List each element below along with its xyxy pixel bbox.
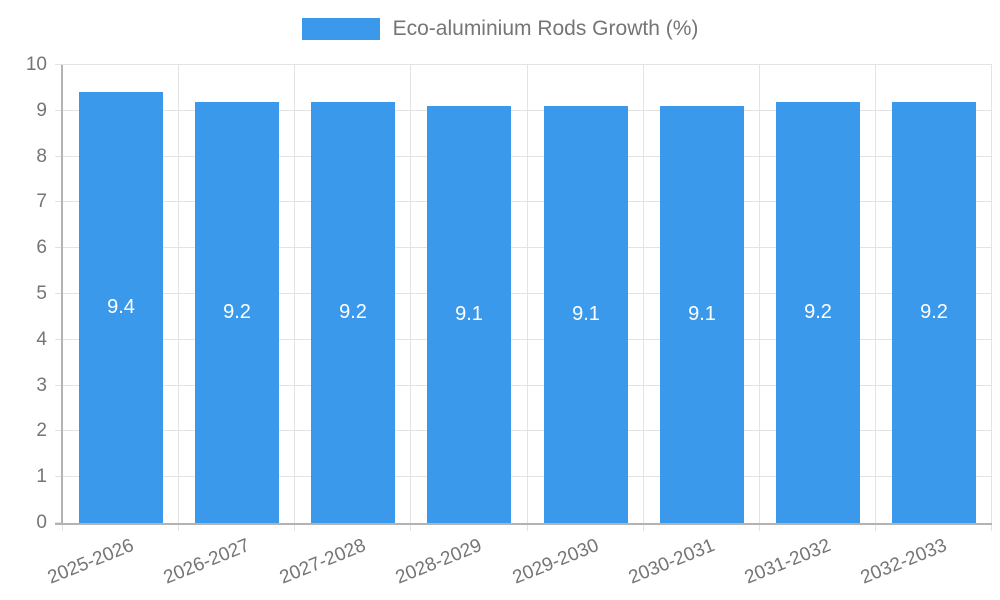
x-axis-label: 2026-2027 <box>160 535 253 589</box>
y-axis-label: 7 <box>36 191 47 212</box>
x-axis-tick <box>875 523 876 531</box>
x-gridline <box>178 65 179 523</box>
y-axis-tick <box>55 385 63 386</box>
x-axis-label: 2031-2032 <box>741 535 834 589</box>
x-axis-tick <box>62 523 63 531</box>
x-gridline <box>294 65 295 523</box>
x-axis-label: 2027-2028 <box>276 535 369 589</box>
bar[interactable]: 9.2 <box>892 102 976 523</box>
y-axis-label: 0 <box>36 512 47 533</box>
x-axis-line <box>55 523 992 525</box>
bar[interactable]: 9.4 <box>79 92 163 523</box>
legend-label: Eco-aluminium Rods Growth (%) <box>392 17 699 40</box>
bar-value-label: 9.1 <box>455 303 483 325</box>
y-axis-label: 8 <box>36 146 47 167</box>
x-gridline <box>410 65 411 523</box>
y-axis-label: 10 <box>25 54 47 75</box>
x-axis-label: 2025-2026 <box>44 535 137 589</box>
y-axis-tick <box>55 247 63 248</box>
x-axis-tick <box>294 523 295 531</box>
y-gridline <box>63 64 992 65</box>
x-axis-label: 2029-2030 <box>509 535 602 589</box>
y-axis-label: 3 <box>36 375 47 396</box>
legend-swatch <box>301 18 380 40</box>
bar-value-label: 9.1 <box>572 303 600 325</box>
y-axis-tick <box>55 522 63 523</box>
y-axis-tick <box>55 201 63 202</box>
bar[interactable]: 9.1 <box>544 106 628 523</box>
x-axis-label: 2032-2033 <box>857 535 950 589</box>
x-axis-tick <box>527 523 528 531</box>
y-axis-label: 6 <box>36 237 47 258</box>
x-axis-tick <box>991 523 992 531</box>
y-axis-tick <box>55 156 63 157</box>
y-axis-tick <box>55 64 63 65</box>
bar[interactable]: 9.2 <box>311 102 395 523</box>
bar[interactable]: 9.1 <box>427 106 511 523</box>
x-axis-tick <box>410 523 411 531</box>
x-axis-label: 2028-2029 <box>392 535 485 589</box>
y-axis-line <box>61 65 63 525</box>
x-gridline <box>875 65 876 523</box>
y-axis-tick <box>55 293 63 294</box>
x-gridline <box>643 65 644 523</box>
bar-value-label: 9.1 <box>688 303 716 325</box>
y-axis-tick <box>55 476 63 477</box>
y-axis-label: 2 <box>36 420 47 441</box>
bar-value-label: 9.2 <box>920 301 948 323</box>
bar-value-label: 9.2 <box>804 301 832 323</box>
x-gridline <box>991 65 992 523</box>
chart-legend-item[interactable]: Eco-aluminium Rods Growth (%) <box>0 18 1000 40</box>
x-gridline <box>527 65 528 523</box>
bar-value-label: 9.4 <box>107 296 135 318</box>
y-axis-label: 4 <box>36 329 47 350</box>
x-axis-tick <box>643 523 644 531</box>
y-axis-label: 1 <box>36 466 47 487</box>
x-axis-tick <box>759 523 760 531</box>
y-axis-tick <box>55 430 63 431</box>
x-axis-tick <box>178 523 179 531</box>
x-axis-label: 2030-2031 <box>625 535 718 589</box>
bar[interactable]: 9.2 <box>776 102 860 523</box>
y-axis-tick <box>55 339 63 340</box>
bar-value-label: 9.2 <box>223 301 251 323</box>
x-gridline <box>759 65 760 523</box>
y-axis-label: 5 <box>36 283 47 304</box>
y-axis-tick <box>55 110 63 111</box>
bar[interactable]: 9.2 <box>195 102 279 523</box>
bar[interactable]: 9.1 <box>660 106 744 523</box>
bar-value-label: 9.2 <box>339 301 367 323</box>
y-axis-label: 9 <box>36 100 47 121</box>
